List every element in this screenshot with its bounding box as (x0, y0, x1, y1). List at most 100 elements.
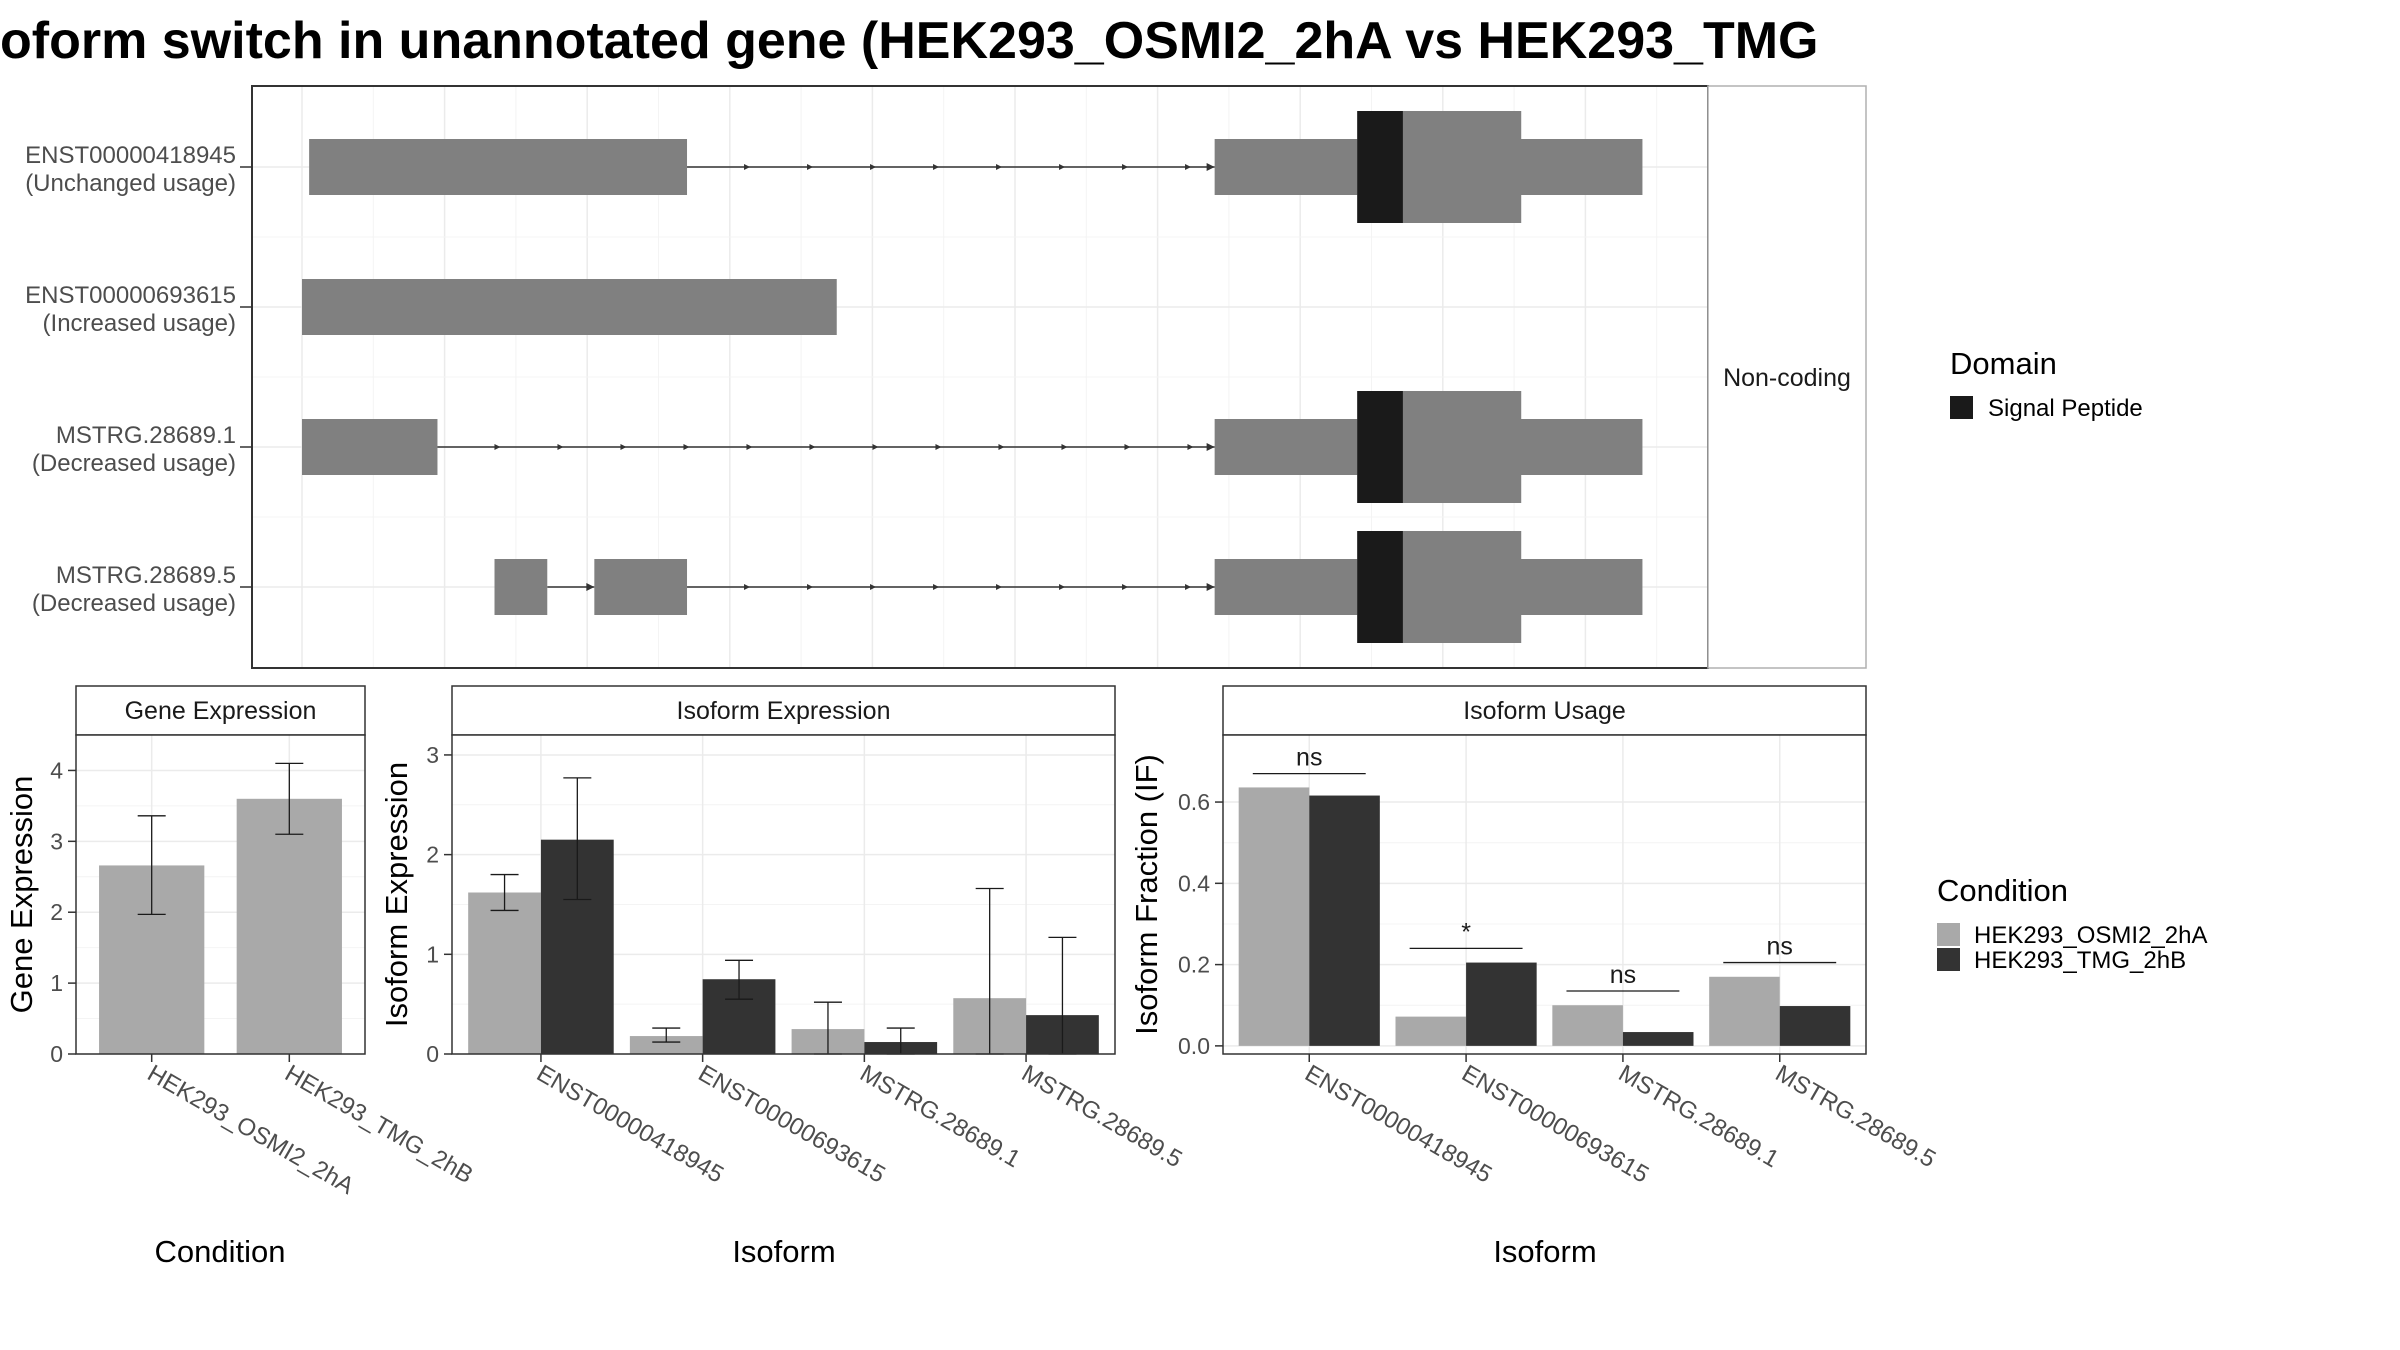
facet-strip-label: Isoform Expression (677, 697, 891, 725)
intron-arrow (683, 444, 690, 450)
y-tick-label: 3 (426, 742, 439, 768)
bar (1395, 1016, 1467, 1046)
intron-arrow (870, 164, 877, 170)
y-tick-label: 0.0 (1178, 1033, 1210, 1059)
y-tick-label: 0 (426, 1041, 439, 1067)
transcript-track (302, 279, 837, 335)
intron-arrow (1122, 164, 1129, 170)
exon-block (302, 279, 837, 335)
y-axis-title: Isoform Fraction (IF) (1129, 754, 1164, 1035)
facet-strip (1222, 685, 1867, 736)
bar (1309, 795, 1380, 1046)
x-axis-title: Isoform (1493, 1234, 1596, 1269)
condition-legend-title: Condition (1937, 873, 2068, 908)
intron-arrow (620, 444, 627, 450)
condition-legend-entry: HEK293_OSMI2_2hA (1974, 922, 2207, 949)
intron-arrow (1122, 584, 1129, 590)
y-axis-title: Gene Expression (4, 776, 39, 1014)
intron-arrow (1061, 444, 1068, 450)
facet-strip-label: Non-coding (1723, 364, 1851, 392)
intron-arrow (1124, 444, 1131, 450)
transcript-name-label: MSTRG.28689.1 (56, 422, 236, 449)
significance-label: * (1461, 918, 1471, 946)
intron-arrow (996, 584, 1003, 590)
legends: Domain Signal Peptide Condition HEK293_OSMI… (1937, 346, 2207, 974)
isoform-usage-panel: Isoform Usage0.00.20.40.6ns*nsnsENST0000… (1129, 685, 1940, 1269)
transcript-track (494, 531, 1643, 643)
exon-block (494, 559, 548, 615)
intron-arrow (1059, 584, 1066, 590)
intron-arrow (1187, 444, 1194, 450)
y-tick-label: 0.4 (1178, 870, 1210, 896)
isoform-expression-panel: Isoform Expression0123ENST00000418945ENS… (379, 685, 1187, 1269)
facet-strip (451, 685, 1116, 736)
intron-arrow (1206, 583, 1215, 591)
condition-swatch-a (1937, 923, 1960, 946)
facet-strip (1707, 85, 1867, 669)
y-tick-label: 4 (50, 757, 63, 783)
transcript-usage-label: (Decreased usage) (32, 450, 236, 477)
significance-label: ns (1767, 933, 1793, 961)
significance-label: ns (1296, 744, 1322, 772)
intron-arrow (1206, 163, 1215, 171)
bar (1238, 787, 1310, 1046)
panel-border (451, 734, 1116, 1055)
gene-structure-panel: ENST00000418945(Unchanged usage) ENST0000… (25, 85, 1867, 669)
panel-border (1222, 734, 1867, 1055)
bar (1779, 1006, 1851, 1046)
x-tick-label: MSTRG.28689.1 (855, 1060, 1024, 1173)
intron-arrow (807, 584, 814, 590)
intron-arrow (933, 164, 940, 170)
x-axis-title: Condition (155, 1234, 286, 1269)
transcript-name-label: MSTRG.28689.5 (56, 562, 236, 589)
transcript-usage-label: (Decreased usage) (32, 590, 236, 617)
signal-peptide-block (1357, 391, 1403, 503)
bar (1622, 1032, 1694, 1046)
y-tick-label: 2 (426, 842, 439, 868)
y-tick-label: 0 (50, 1041, 63, 1067)
intron-arrow (807, 164, 814, 170)
intron-arrow (744, 584, 751, 590)
signal-peptide-swatch (1950, 396, 1973, 419)
y-tick-label: 1 (426, 941, 439, 967)
intron-arrow (494, 444, 501, 450)
intron-arrow (870, 584, 877, 590)
bar (236, 798, 342, 1054)
bar (1709, 976, 1780, 1046)
y-axis-title: Isoform Expression (379, 762, 414, 1027)
intron-arrow (933, 584, 940, 590)
intron-arrow (872, 444, 879, 450)
condition-legend-entry: HEK293_TMG_2hB (1974, 947, 2186, 974)
domain-legend-entry: Signal Peptide (1988, 395, 2143, 422)
transcript-name-label: ENST00000693615 (25, 282, 236, 309)
panel-border (75, 734, 366, 1055)
transcript-track (309, 111, 1643, 223)
intron-arrow (1185, 164, 1192, 170)
signal-peptide-block (1357, 531, 1403, 643)
facet-strip-label: Isoform Usage (1463, 697, 1626, 725)
bar (1552, 1005, 1623, 1046)
facet-strip (75, 685, 366, 736)
transcript-name-label: ENST00000418945 (25, 142, 236, 169)
exon-block (594, 559, 688, 615)
intron-arrow (557, 444, 564, 450)
y-tick-label: 0.6 (1178, 789, 1210, 815)
facet-strip-label: Gene Expression (125, 697, 317, 725)
intron-arrow (586, 583, 595, 591)
intron-arrow (1206, 443, 1215, 451)
transcript-usage-label: (Increased usage) (43, 310, 236, 337)
significance-label: ns (1610, 961, 1636, 989)
domain-legend-title: Domain (1950, 346, 2057, 381)
bar (629, 1036, 703, 1054)
y-tick-label: 2 (50, 899, 63, 925)
figure-title: oform switch in unannotated gene (HEK293… (0, 12, 1818, 70)
y-tick-label: 1 (50, 970, 63, 996)
y-tick-label: 3 (50, 828, 63, 854)
intron-arrow (809, 444, 816, 450)
transcript-usage-label: (Unchanged usage) (25, 170, 236, 197)
bar (468, 892, 541, 1054)
signal-peptide-block (1357, 111, 1403, 223)
exon-block (302, 419, 438, 475)
intron-arrow (1185, 584, 1192, 590)
